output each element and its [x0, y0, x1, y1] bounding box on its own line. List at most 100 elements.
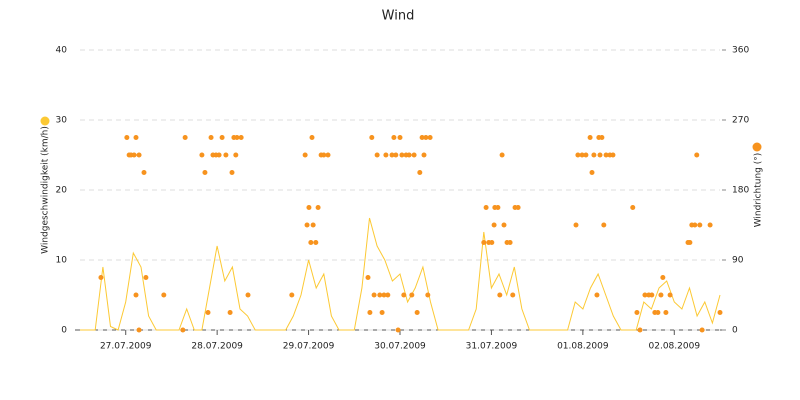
- direction-point: [579, 152, 585, 158]
- direction-point: [515, 205, 521, 210]
- x-tick-label: 01.08.2009: [557, 342, 609, 352]
- direction-point: [399, 152, 405, 158]
- direction-point: [501, 222, 507, 228]
- direction-point: [379, 310, 385, 315]
- direction-point: [385, 292, 391, 298]
- direction-point: [660, 275, 666, 280]
- direction-point: [642, 292, 648, 298]
- direction-point: [205, 310, 211, 315]
- direction-point: [425, 292, 431, 298]
- direction-point: [699, 327, 705, 333]
- x-tick-label: 31.07.2009: [466, 342, 518, 352]
- direction-point: [692, 222, 698, 228]
- direction-point: [133, 292, 139, 298]
- direction-point: [489, 240, 495, 245]
- direction-point: [717, 310, 723, 315]
- direction-point: [497, 292, 503, 298]
- direction-point: [649, 292, 655, 298]
- direction-point: [655, 310, 661, 315]
- direction-point: [694, 152, 700, 158]
- direction-point: [583, 152, 589, 158]
- y-axis-label: Windgeschwindigkeit (km/h): [41, 126, 51, 254]
- direction-point: [707, 222, 713, 228]
- direction-point: [124, 135, 130, 140]
- direction-point: [309, 135, 315, 140]
- direction-point: [697, 222, 703, 228]
- direction-point: [667, 292, 673, 298]
- x-tick-label: 29.07.2009: [283, 342, 335, 352]
- direction-point: [136, 152, 142, 158]
- legend-marker: [752, 142, 762, 152]
- direction-point: [377, 292, 383, 298]
- y2-tick-label: 180: [732, 186, 749, 196]
- direction-point: [306, 205, 312, 210]
- direction-point: [589, 170, 595, 175]
- y2-axis-label: Windrichtung (°): [754, 153, 764, 228]
- y2-tick-label: 0: [732, 326, 738, 336]
- direction-point: [610, 152, 616, 158]
- y-tick-label: 30: [56, 116, 68, 126]
- x-tick-label: 02.08.2009: [649, 342, 701, 352]
- y2-tick-label: 360: [732, 46, 749, 56]
- direction-point: [199, 152, 205, 158]
- direction-point: [238, 135, 244, 140]
- direction-point: [180, 327, 186, 333]
- direction-point: [401, 292, 407, 298]
- x-tick-label: 27.07.2009: [100, 342, 152, 352]
- legend-marker: [40, 116, 50, 126]
- direction-point: [202, 170, 208, 175]
- direction-point: [406, 152, 412, 158]
- direction-point: [381, 292, 387, 298]
- direction-point: [495, 205, 501, 210]
- direction-point: [391, 135, 397, 140]
- direction-point: [371, 292, 377, 298]
- direction-point: [141, 170, 147, 175]
- direction-point: [234, 135, 240, 140]
- direction-point: [304, 222, 310, 228]
- direction-point: [289, 292, 295, 298]
- direction-point: [395, 327, 401, 333]
- direction-point: [687, 240, 693, 245]
- direction-point: [419, 135, 425, 140]
- direction-point: [182, 135, 188, 140]
- direction-point: [245, 292, 251, 298]
- direction-point: [383, 152, 389, 158]
- x-tick-label: 30.07.2009: [374, 342, 426, 352]
- direction-point: [367, 310, 373, 315]
- direction-point: [321, 152, 327, 158]
- direction-point: [575, 152, 581, 158]
- direction-point: [308, 240, 314, 245]
- direction-point: [397, 135, 403, 140]
- direction-point: [223, 152, 229, 158]
- direction-point: [219, 135, 225, 140]
- direction-point: [417, 170, 423, 175]
- direction-point: [421, 152, 427, 158]
- direction-point: [510, 292, 516, 298]
- direction-point: [481, 240, 487, 245]
- direction-point: [133, 135, 139, 140]
- chart-title: Wind: [382, 9, 415, 24]
- direction-point: [594, 292, 600, 298]
- direction-point: [227, 310, 233, 315]
- direction-point: [302, 152, 308, 158]
- direction-point: [310, 222, 316, 228]
- direction-point: [573, 222, 579, 228]
- direction-point: [143, 275, 149, 280]
- direction-point: [161, 292, 167, 298]
- direction-point: [325, 152, 331, 158]
- direction-point: [131, 152, 137, 158]
- direction-point: [369, 135, 375, 140]
- direction-point: [634, 310, 640, 315]
- direction-point: [136, 327, 142, 333]
- direction-point: [411, 152, 417, 158]
- direction-point: [414, 310, 420, 315]
- direction-point: [389, 152, 395, 158]
- y-tick-label: 20: [56, 186, 68, 196]
- direction-point: [591, 152, 597, 158]
- y2-tick-label: 90: [732, 256, 744, 266]
- direction-point: [315, 205, 321, 210]
- direction-point: [491, 222, 497, 228]
- direction-point: [630, 205, 636, 210]
